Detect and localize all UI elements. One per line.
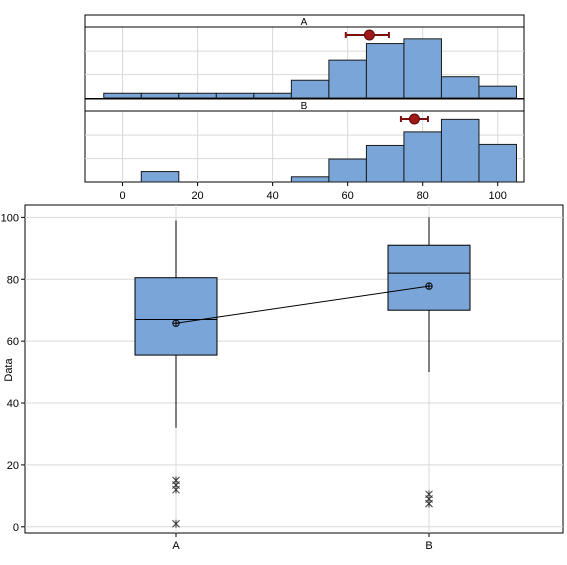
hist-bar-b (403, 131, 442, 183)
bars-a (103, 38, 517, 99)
histogram-x-axis: 0 20 40 60 80 100 (119, 182, 507, 202)
box-x-tick-label: B (425, 540, 432, 552)
boxplot-elements (134, 217, 471, 528)
strip-label-b: B (301, 101, 308, 112)
ci-b (399, 113, 429, 125)
hist-x-tick-label: 40 (266, 190, 278, 202)
strip-label-a: A (301, 17, 308, 28)
strip-a (84, 14, 525, 28)
histogram-panel-a: A (84, 14, 525, 99)
hist-bar-a (253, 92, 292, 99)
boxplot-frame (24, 204, 564, 534)
box-y-tick-label: 80 (7, 274, 19, 286)
mean-connect-line (175, 285, 430, 324)
mean-dot-b (408, 113, 420, 125)
hist-bar-a (140, 92, 180, 99)
hist-x-tick-label: 0 (119, 190, 125, 202)
hist-bar-a (478, 85, 517, 99)
mean-symbol-b (425, 282, 433, 290)
boxplot-y-axis: 0 20 40 60 80 100 (1, 212, 25, 534)
hist-bar-a (178, 92, 217, 99)
hist-x-tick-label: 20 (191, 190, 203, 202)
box-y-tick-label: 100 (1, 212, 19, 224)
outlier-a (172, 476, 180, 485)
hist-bar-b (140, 171, 180, 183)
box-y-tick-label: 20 (7, 460, 19, 472)
mean-symbol-a (172, 319, 180, 327)
outlier-a (172, 519, 180, 528)
hist-bar-b (365, 144, 405, 183)
hist-x-tick-label: 60 (342, 190, 354, 202)
hist-bar-a (328, 59, 367, 99)
hist-bar-a (365, 43, 405, 99)
hist-bar-b (328, 158, 367, 183)
hist-bar-a (215, 92, 255, 99)
hist-bar-b (290, 176, 330, 183)
y-axis-label: Data (3, 358, 15, 382)
box-y-tick-label: 0 (13, 522, 19, 534)
histogram-panel-b: B (84, 98, 525, 183)
box-a (134, 277, 218, 356)
hist-bar-a (403, 38, 442, 99)
outlier-b (425, 490, 433, 499)
histogram-panel-group: A B 0 20 40 60 80 100 (84, 14, 525, 202)
hist-bar-a (290, 79, 330, 99)
box-b (387, 244, 471, 311)
bars-b (140, 118, 517, 183)
strip-b (84, 98, 525, 112)
ci-a (344, 29, 390, 41)
hist-bar-a (103, 92, 142, 99)
box-y-tick-label: 40 (7, 398, 19, 410)
hist-bar-b (478, 143, 517, 183)
boxplot-gridlines (25, 205, 563, 533)
mean-dot-a (363, 29, 375, 41)
box-x-tick-label: A (172, 540, 180, 552)
hist-x-tick-label: 100 (489, 190, 507, 202)
hist-x-tick-label: 80 (417, 190, 429, 202)
hist-bar-b (440, 118, 480, 183)
hist-bar-a (440, 76, 480, 99)
box-y-tick-label: 60 (7, 336, 19, 348)
